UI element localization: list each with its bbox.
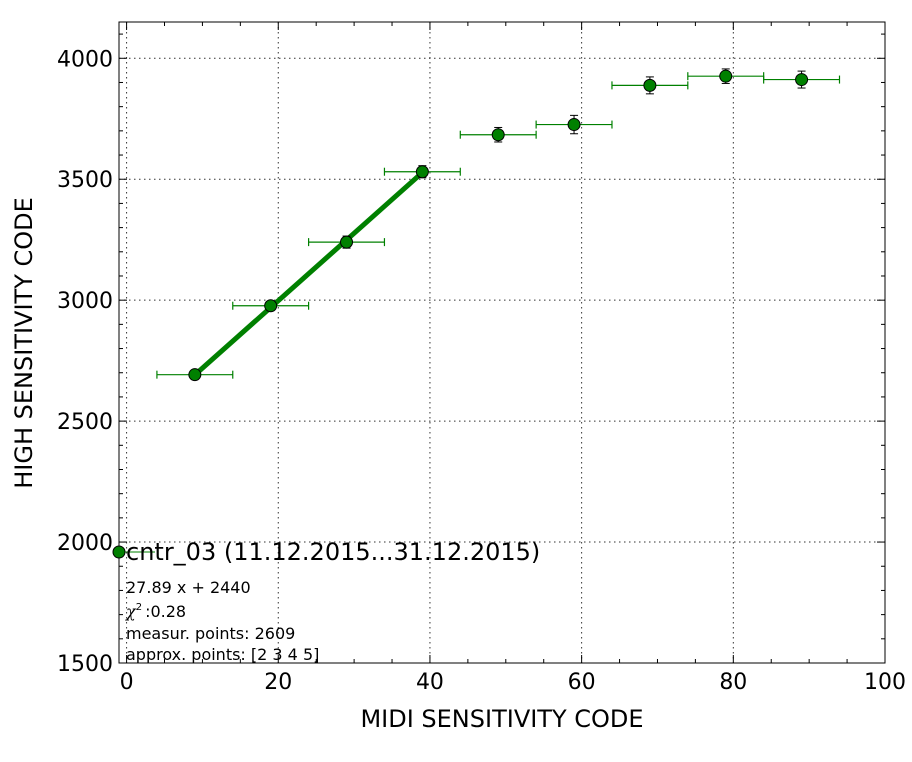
x-tick-label: 40 [416, 670, 444, 695]
point-marker [264, 299, 278, 313]
chi-superscript: 2 [136, 602, 142, 613]
legend-marker [112, 545, 126, 559]
data-point [459, 126, 537, 143]
fit-line [193, 170, 425, 377]
y-tick-label: 3000 [57, 289, 113, 314]
point-marker [188, 368, 202, 382]
point-marker [491, 128, 505, 142]
data-point [687, 68, 765, 84]
data-point [308, 235, 386, 249]
y-tick-label: 4000 [57, 47, 113, 72]
fit-equation: 27.89 x + 2440 [126, 578, 251, 597]
chi-square-value: :0.28 [145, 602, 186, 621]
point-marker [643, 78, 657, 92]
fit-line-layer [193, 170, 425, 377]
tick-labels: 0 20 40 60 80 100 1500 2000 2500 3000 3500 4000 [57, 47, 906, 695]
x-tick-label: 60 [568, 670, 596, 695]
x-axis-label: MIDI SENSITIVITY CODE [360, 705, 643, 733]
y-tick-label: 2000 [57, 531, 113, 556]
y-tick-label: 2500 [57, 410, 113, 435]
x-tick-label: 0 [120, 670, 134, 695]
data-point [156, 368, 234, 382]
data-point [611, 76, 689, 95]
point-marker [340, 235, 354, 249]
fit-annotations: 27.89 x + 2440 χ2:0.28 measur. points: 2… [125, 578, 319, 664]
point-marker [719, 69, 733, 83]
point-marker [567, 118, 581, 132]
chi-square-text: χ2:0.28 [125, 602, 186, 621]
approx-points-text: approx. points: [2 3 4 5] [126, 645, 319, 664]
data-point [535, 114, 613, 135]
plot-frame [118, 21, 886, 664]
chi-symbol: χ [125, 602, 137, 621]
measured-points-text: measur. points: 2609 [126, 624, 295, 643]
point-marker [795, 73, 809, 87]
x-tick-label: 80 [719, 670, 747, 695]
data-point [763, 70, 841, 89]
data-point [232, 299, 310, 313]
x-tick-label: 20 [264, 670, 292, 695]
data-points [156, 68, 841, 382]
y-tick-label: 3500 [57, 168, 113, 193]
axis-ticks [119, 22, 886, 664]
data-point [383, 165, 461, 179]
y-axis-label: HIGH SENSITIVITY CODE [10, 197, 38, 489]
legend: cntr_03 (11.12.2015...31.12.2015) [112, 538, 540, 566]
legend-label: cntr_03 (11.12.2015...31.12.2015) [126, 538, 540, 566]
y-tick-label: 1500 [57, 652, 113, 677]
x-tick-label: 100 [864, 670, 906, 695]
point-marker [415, 165, 429, 179]
